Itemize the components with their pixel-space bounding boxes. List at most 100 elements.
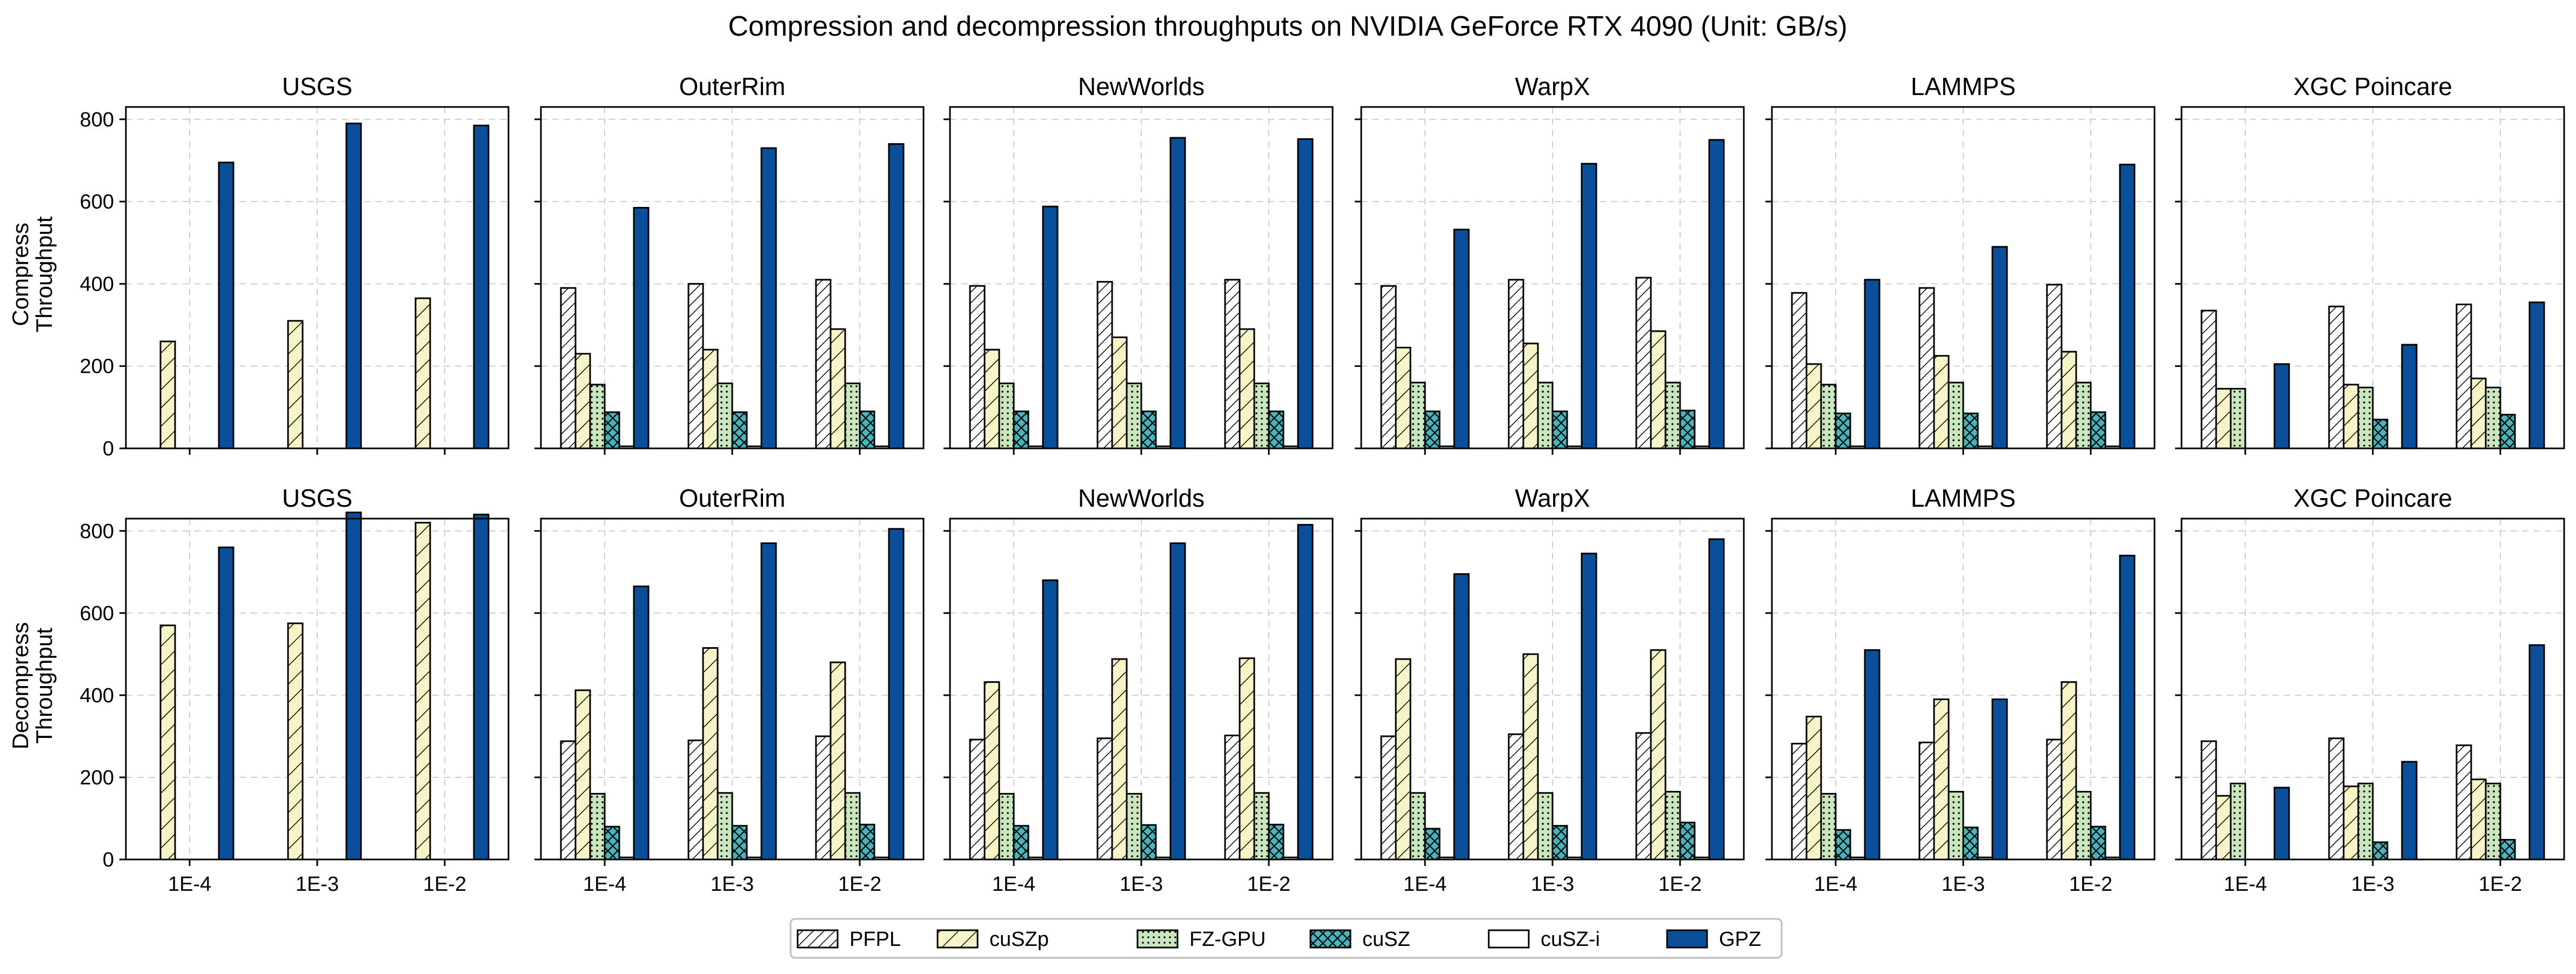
panel-title: WarpX xyxy=(1515,72,1590,100)
bar-fz-gpu xyxy=(1820,792,1837,861)
bar-cusz xyxy=(731,825,748,861)
legend-frame xyxy=(789,918,1783,959)
bar-fz-gpu xyxy=(844,792,861,861)
bar-pfpl xyxy=(1918,287,1935,449)
legend-swatch-pfpl xyxy=(797,929,839,949)
bar-cuszp xyxy=(1395,346,1411,449)
bar-fz-gpu xyxy=(1537,792,1554,861)
x-tick-label: 1E-2 xyxy=(838,873,881,896)
bar-cuszp xyxy=(829,661,846,861)
bar-pfpl xyxy=(1635,277,1652,449)
panel-title: NewWorlds xyxy=(1078,72,1205,100)
bar-gpz xyxy=(2401,344,2418,449)
bar-pfpl xyxy=(1096,281,1113,449)
x-tick-label: 1E-4 xyxy=(583,873,626,896)
x-tick-label: 1E-2 xyxy=(423,873,466,896)
bar-cusz xyxy=(2499,839,2516,861)
bar-pfpl xyxy=(1096,737,1113,861)
row-label-line1: Compress xyxy=(8,223,33,326)
bar-gpz xyxy=(2273,363,2290,449)
bar-fz-gpu xyxy=(1664,381,1681,449)
bar-pfpl xyxy=(1791,743,1808,861)
bar-gpz xyxy=(1991,698,2008,861)
bar-cuszp xyxy=(2060,351,2077,449)
bar-gpz xyxy=(1042,205,1059,449)
legend-swatch-cusz-i xyxy=(1488,929,1530,949)
bar-gpz xyxy=(1581,553,1597,861)
bar-fz-gpu xyxy=(1126,792,1142,861)
bar-cuszp xyxy=(1805,715,1822,861)
bar-pfpl xyxy=(1508,279,1524,449)
panel-title: WarpX xyxy=(1515,484,1590,512)
bar-fz-gpu xyxy=(2075,791,2092,861)
bar-gpz xyxy=(2273,787,2290,861)
legend-label-gpz: GPZ xyxy=(1719,928,1761,951)
y-tick-label: 400 xyxy=(80,684,114,707)
x-tick-label: 1E-4 xyxy=(1814,873,1857,896)
x-tick-label: 1E-3 xyxy=(1942,873,1985,896)
bar-fz-gpu xyxy=(1664,791,1681,861)
panel: WarpX xyxy=(1355,72,1745,455)
bar-pfpl xyxy=(2328,305,2345,449)
bar-fz-gpu xyxy=(589,384,606,449)
bar-gpz xyxy=(1864,649,1881,861)
y-tick-label: 600 xyxy=(80,602,114,625)
bar-cuszp xyxy=(829,328,846,449)
bar-fz-gpu xyxy=(1409,792,1426,861)
panel: NewWorlds 1E-4 1E-3 1E-2 xyxy=(944,484,1334,896)
bar-pfpl xyxy=(1791,292,1808,449)
y-tick-label: 200 xyxy=(80,355,114,378)
bar-cuszp xyxy=(2470,778,2487,861)
legend-swatch-gpz xyxy=(1666,929,1708,949)
panel-title: LAMMPS xyxy=(1911,72,2016,100)
bar-cusz xyxy=(2372,841,2388,861)
bar-gpz xyxy=(473,513,490,861)
bar-cusz xyxy=(604,825,620,861)
legend-swatch-fz-gpu xyxy=(1136,929,1179,949)
bar-pfpl xyxy=(687,283,704,449)
bar-gpz xyxy=(218,546,235,861)
bar-gpz xyxy=(2119,164,2136,449)
x-tick-label: 1E-2 xyxy=(1658,873,1702,896)
bar-cusz xyxy=(1679,822,1696,861)
x-tick-label: 1E-2 xyxy=(2479,873,2522,896)
bar-pfpl xyxy=(969,285,986,449)
bar-cusz xyxy=(1424,410,1441,449)
bar-fz-gpu xyxy=(1537,381,1554,449)
panel-title: NewWorlds xyxy=(1078,484,1205,512)
panel-title: USGS xyxy=(282,484,352,512)
bar-cuszp xyxy=(2060,681,2077,861)
bar-cuszp xyxy=(1933,698,1950,861)
bar-cusz xyxy=(1268,410,1284,449)
bar-pfpl xyxy=(2046,738,2063,861)
bar-cuszp xyxy=(702,647,719,861)
x-tick-label: 1E-3 xyxy=(296,873,339,896)
bar-fz-gpu xyxy=(1820,384,1837,449)
bar-gpz xyxy=(2119,554,2136,861)
bar-fz-gpu xyxy=(2485,782,2501,861)
bar-pfpl xyxy=(1380,285,1397,449)
panel: XGC Poincare xyxy=(2175,72,2565,455)
bar-gpz xyxy=(2528,301,2545,449)
x-tick-label: 1E-2 xyxy=(1247,873,1290,896)
x-tick-label: 1E-3 xyxy=(1120,873,1163,896)
bar-gpz xyxy=(1453,229,1470,449)
bar-cusz xyxy=(1962,412,1979,449)
bar-cuszp xyxy=(574,689,591,861)
bar-cuszp xyxy=(159,340,176,449)
panel-title: XGC Poincare xyxy=(2293,484,2452,512)
bar-fz-gpu xyxy=(589,792,606,861)
panel-title: OuterRim xyxy=(679,72,786,100)
bar-cusz xyxy=(1424,828,1441,861)
bar-fz-gpu xyxy=(1948,381,1964,449)
x-tick-label: 1E-4 xyxy=(168,873,211,896)
bar-gpz xyxy=(1708,538,1725,861)
bar-pfpl xyxy=(1918,741,1935,861)
bar-cuszp xyxy=(1395,658,1411,861)
bar-gpz xyxy=(2401,761,2418,861)
legend-label-cusz-i: cuSZ-i xyxy=(1541,928,1600,951)
bar-cuszp xyxy=(287,622,304,861)
bar-cusz xyxy=(1679,409,1696,449)
bar-cusz xyxy=(1962,827,1979,861)
bar-pfpl xyxy=(1224,734,1241,861)
